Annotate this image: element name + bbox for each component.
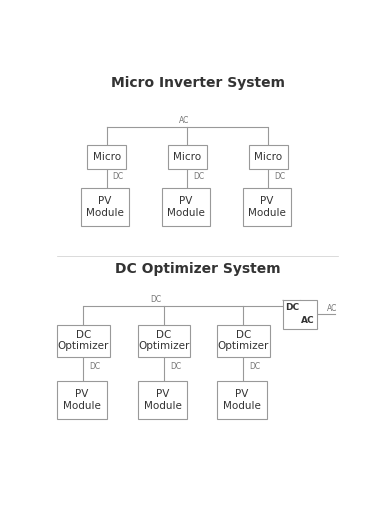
Text: AC: AC — [327, 303, 338, 313]
Text: PV
Module: PV Module — [144, 389, 181, 411]
Text: DC
Optimizer: DC Optimizer — [218, 330, 269, 351]
FancyBboxPatch shape — [138, 324, 190, 357]
FancyBboxPatch shape — [217, 381, 267, 419]
FancyBboxPatch shape — [57, 324, 110, 357]
Text: PV
Module: PV Module — [86, 196, 124, 218]
FancyBboxPatch shape — [249, 145, 288, 169]
Text: Micro: Micro — [93, 152, 121, 163]
Text: DC
Optimizer: DC Optimizer — [58, 330, 109, 351]
Text: DC: DC — [274, 172, 285, 181]
Text: DC: DC — [285, 303, 300, 312]
FancyBboxPatch shape — [81, 188, 129, 226]
Text: Micro: Micro — [173, 152, 201, 163]
Text: PV
Module: PV Module — [167, 196, 205, 218]
Text: DC: DC — [151, 295, 161, 304]
FancyBboxPatch shape — [283, 300, 318, 328]
FancyBboxPatch shape — [168, 145, 207, 169]
Text: DC: DC — [112, 172, 124, 181]
FancyBboxPatch shape — [138, 381, 187, 419]
FancyBboxPatch shape — [243, 188, 291, 226]
Text: PV
Module: PV Module — [248, 196, 286, 218]
Text: PV
Module: PV Module — [223, 389, 261, 411]
Text: DC Optimizer System: DC Optimizer System — [115, 262, 281, 276]
FancyBboxPatch shape — [57, 381, 107, 419]
Text: DC: DC — [170, 362, 181, 371]
FancyBboxPatch shape — [162, 188, 210, 226]
Text: DC: DC — [249, 362, 261, 371]
Text: DC: DC — [193, 172, 204, 181]
Text: PV
Module: PV Module — [63, 389, 101, 411]
Text: DC: DC — [89, 362, 100, 371]
FancyBboxPatch shape — [87, 145, 126, 169]
Text: AC: AC — [301, 316, 315, 325]
Text: Micro: Micro — [254, 152, 282, 163]
Text: Micro Inverter System: Micro Inverter System — [111, 76, 285, 90]
Text: AC: AC — [179, 116, 190, 125]
FancyBboxPatch shape — [217, 324, 269, 357]
Text: DC
Optimizer: DC Optimizer — [139, 330, 190, 351]
